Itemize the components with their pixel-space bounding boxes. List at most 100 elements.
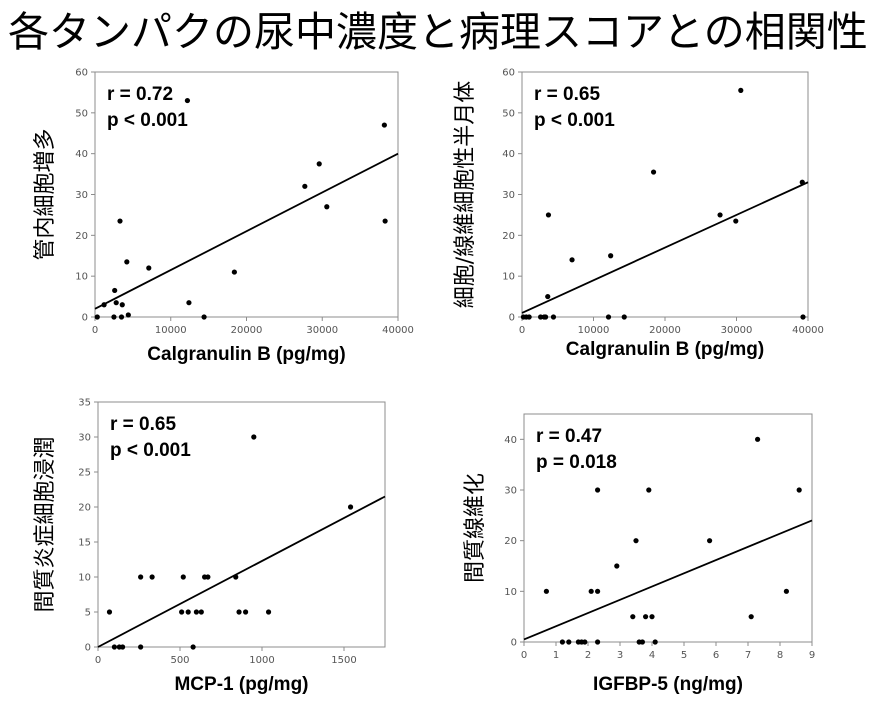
x-tick-label: 0	[95, 655, 101, 666]
x-tick-label: 20000	[649, 325, 681, 336]
data-point	[537, 314, 544, 320]
x-tick-label: 30000	[721, 325, 753, 336]
y-tick-label: 35	[78, 398, 91, 409]
data-point	[101, 302, 107, 308]
data-point	[138, 644, 144, 650]
y-tick-label: 10	[502, 272, 515, 283]
data-point	[381, 122, 387, 128]
data-point	[120, 644, 126, 650]
data-point	[119, 302, 125, 308]
data-point	[138, 574, 144, 580]
y-tick-label: 0	[85, 643, 91, 654]
data-point	[630, 614, 636, 620]
data-point	[595, 588, 601, 594]
y-tick-label: 30	[502, 190, 515, 201]
data-point	[324, 204, 330, 210]
data-point	[614, 563, 620, 569]
data-point	[236, 609, 242, 615]
data-point	[347, 504, 354, 510]
x-tick-label: 8	[777, 650, 783, 661]
scatter-plot-svg: 0 10 20 30 40 0 1 2 3 4 5 6 7 8 9 r = 0.47 p = 0.018 IGFB…	[463, 413, 815, 695]
x-tick-label: 30000	[306, 325, 338, 336]
data-point	[198, 609, 204, 615]
data-point	[748, 614, 754, 620]
plot-frame	[97, 401, 386, 648]
data-point	[652, 639, 658, 645]
data-point	[117, 218, 123, 224]
data-point	[796, 487, 802, 493]
data-point	[545, 212, 552, 218]
y-tick-label: 50	[75, 108, 88, 119]
data-point	[707, 538, 713, 544]
p-value-label: p = 0.018	[536, 452, 617, 473]
y-tick-label: 0	[82, 313, 88, 324]
scatter-panel-calgranulin-endocapillary: 0 10 20 30 40 50 60 0 10000 20000 30000 40000 r = 0.…	[20, 60, 420, 380]
data-point	[733, 218, 739, 224]
x-tick-label: 1000	[249, 655, 274, 666]
data-point	[605, 314, 612, 320]
data-point	[595, 487, 601, 493]
data-point	[106, 609, 113, 615]
y-tick-label: 20	[78, 503, 91, 514]
x-axis-label: MCP-1 (pg/mg)	[174, 674, 308, 695]
x-axis-label: Calgranulin B (pg/mg)	[147, 344, 345, 365]
p-value-label: p < 0.001	[107, 110, 188, 131]
y-tick-label: 25	[78, 468, 91, 479]
data-point	[526, 314, 532, 320]
data-point	[545, 293, 551, 300]
data-point	[639, 639, 645, 645]
data-point	[566, 639, 572, 645]
x-axis-label: IGFBP-5 (ng/mg)	[593, 674, 743, 695]
x-tick-label: 0	[521, 650, 527, 661]
data-point	[111, 644, 117, 650]
scatter-plot-svg: 0 5 10 15 20 25 30 35 0 500 1000 1500 r = 0.65 p < 0.…	[33, 398, 386, 695]
data-point	[302, 183, 308, 189]
x-tick-label: 9	[809, 650, 815, 661]
data-point	[633, 538, 639, 544]
x-tick-label: 10000	[578, 325, 610, 336]
scatter-plot-svg: 0 10 20 30 40 50 60 0 10000 20000 30000 40000 r = 0.…	[33, 68, 414, 366]
y-tick-label: 0	[511, 638, 517, 649]
y-tick-label: 60	[75, 68, 88, 79]
y-tick-label: 10	[78, 573, 91, 584]
data-point	[717, 212, 723, 218]
x-tick-label: 0	[519, 325, 525, 336]
data-point	[643, 614, 649, 620]
y-tick-label: 30	[78, 433, 91, 444]
y-axis-label: 間質線維化	[463, 473, 488, 583]
y-tick-label: 60	[502, 68, 515, 79]
regression-line	[94, 152, 399, 310]
y-tick-label: 5	[85, 608, 91, 619]
data-point	[118, 314, 125, 320]
x-tick-label: 4	[649, 650, 655, 661]
data-point	[608, 253, 614, 259]
x-tick-label: 6	[713, 650, 719, 661]
data-point	[125, 312, 131, 318]
data-point	[201, 314, 207, 320]
data-point	[543, 588, 549, 594]
data-point	[569, 257, 575, 263]
x-tick-label: 0	[92, 325, 98, 336]
data-point	[184, 97, 191, 104]
y-tick-label: 20	[502, 231, 515, 242]
data-point	[112, 287, 118, 294]
x-tick-label: 2	[585, 650, 591, 661]
correlation-r-label: r = 0.65	[534, 84, 600, 105]
plot-frame	[521, 71, 809, 318]
y-tick-label: 20	[75, 231, 88, 242]
plot-frame	[523, 413, 813, 643]
data-point	[646, 487, 652, 493]
y-tick-label: 40	[502, 149, 515, 160]
regression-line	[97, 495, 386, 648]
data-point	[588, 588, 594, 594]
data-point	[621, 314, 627, 320]
data-point	[799, 179, 805, 185]
y-tick-label: 10	[75, 272, 88, 283]
p-value-label: p < 0.001	[534, 110, 615, 131]
data-point	[595, 639, 601, 645]
data-point	[265, 609, 272, 615]
correlation-r-label: r = 0.47	[536, 426, 602, 447]
x-tick-label: 20000	[231, 325, 263, 336]
data-point	[649, 614, 655, 620]
x-tick-label: 40000	[792, 325, 824, 336]
